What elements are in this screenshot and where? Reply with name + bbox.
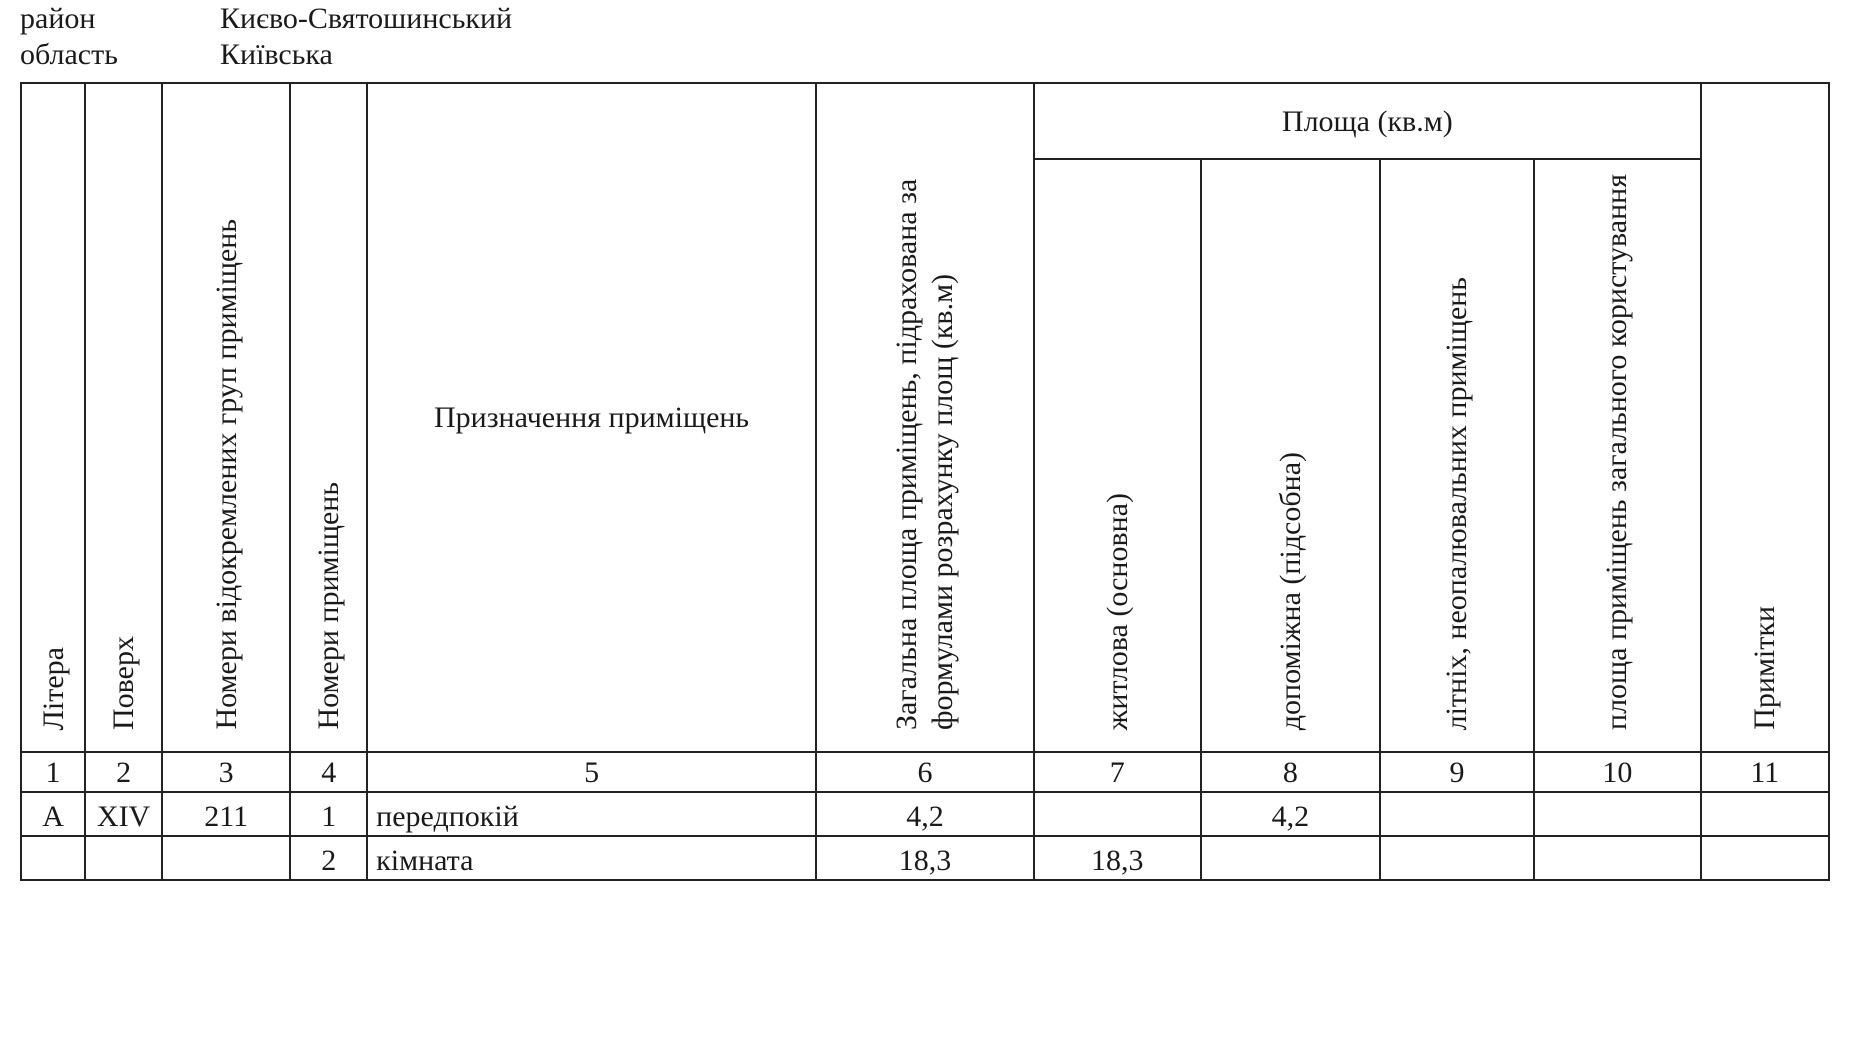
colnum: 9 [1380,752,1534,792]
col-summer-area-label: літніх, неопалювальних приміщень [1439,265,1475,742]
col-room-numbers-label: Номери приміщень [312,470,345,742]
colnum: 8 [1201,752,1381,792]
col-litera: Літера [21,83,85,752]
colnum: 4 [290,752,367,792]
col-group-numbers: Номери відокремлених груп приміщень [162,83,290,752]
colnum: 6 [816,752,1034,792]
cell-floor [85,836,162,880]
cell-summer [1380,792,1534,836]
colnum: 10 [1534,752,1701,792]
col-floor: Поверх [85,83,162,752]
cell-floor: XIV [85,792,162,836]
cell-summer [1380,836,1534,880]
col-auxiliary-area-label: допоміжна (підсобна) [1274,440,1307,742]
cell-litera: А [21,792,85,836]
col-group-numbers-label: Номери відокремлених груп приміщень [210,207,243,742]
col-common-area: площа приміщень загального користування [1534,159,1701,752]
cell-living: 18,3 [1034,836,1201,880]
col-common-area-label: площа приміщень загального користування [1599,162,1635,742]
cell-purpose: кімната [367,836,816,880]
cell-common [1534,792,1701,836]
region-row: область Київська [20,38,1830,72]
cell-total: 4,2 [816,792,1034,836]
cell-roomno: 1 [290,792,367,836]
col-total-area-label: Загальна площа приміщень, підрахована за… [889,79,961,742]
district-value: Києво-Святошинський [220,2,512,36]
district-label: район [20,2,220,36]
col-area-group-label: Площа (кв.м) [1282,105,1453,138]
col-purpose-label: Призначення приміщень [434,401,749,434]
col-auxiliary-area: допоміжна (підсобна) [1201,159,1381,752]
cell-group: 211 [162,792,290,836]
table-row: А XIV 211 1 передпокій 4,2 4,2 [21,792,1829,836]
col-room-numbers: Номери приміщень [290,83,367,752]
col-living-area-label: житлова (основна) [1101,481,1134,742]
col-notes-label: Примітки [1748,594,1781,742]
cell-notes [1701,836,1829,880]
column-number-row: 1 2 3 4 5 6 7 8 9 10 11 [21,752,1829,792]
cell-total: 18,3 [816,836,1034,880]
table-head: Літера Поверх Номери відокремлених груп … [21,83,1829,792]
cell-aux: 4,2 [1201,792,1381,836]
cell-notes [1701,792,1829,836]
region-value: Київська [220,38,333,72]
header-row-1: Літера Поверх Номери відокремлених груп … [21,83,1829,159]
cell-common [1534,836,1701,880]
col-floor-label: Поверх [107,624,140,742]
colnum: 3 [162,752,290,792]
colnum: 11 [1701,752,1829,792]
cell-aux [1201,836,1381,880]
cell-litera [21,836,85,880]
colnum: 5 [367,752,816,792]
region-label: область [20,38,220,72]
colnum: 1 [21,752,85,792]
table-row: 2 кімната 18,3 18,3 [21,836,1829,880]
col-summer-area: літніх, неопалювальних приміщень [1380,159,1534,752]
document-page: район Києво-Святошинський область Київсь… [0,2,1850,1042]
colnum: 7 [1034,752,1201,792]
cell-roomno: 2 [290,836,367,880]
col-area-group: Площа (кв.м) [1034,83,1701,159]
table-body: А XIV 211 1 передпокій 4,2 4,2 2 кімната… [21,792,1829,880]
colnum: 2 [85,752,162,792]
cell-purpose: передпокій [367,792,816,836]
col-purpose: Призначення приміщень [367,83,816,752]
premises-table: Літера Поверх Номери відокремлених груп … [20,82,1830,881]
col-living-area: житлова (основна) [1034,159,1201,752]
cell-group [162,836,290,880]
col-notes: Примітки [1701,83,1829,752]
cell-living [1034,792,1201,836]
col-total-area: Загальна площа приміщень, підрахована за… [816,83,1034,752]
district-row: район Києво-Святошинський [20,2,1830,36]
col-litera-label: Літера [37,635,70,742]
